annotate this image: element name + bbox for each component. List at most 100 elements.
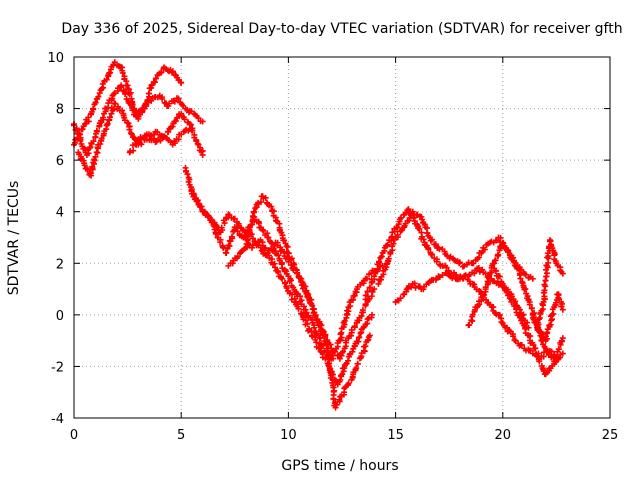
data-point	[90, 138, 97, 145]
data-point	[378, 253, 385, 260]
data-point	[298, 278, 305, 285]
data-point	[541, 287, 548, 294]
data-point	[218, 224, 225, 231]
data-point	[111, 90, 118, 97]
data-point	[530, 313, 537, 320]
chart-title: Day 336 of 2025, Sidereal Day-to-day VTE…	[61, 21, 622, 37]
data-point	[281, 280, 288, 287]
data-point	[499, 239, 506, 246]
data-point	[268, 203, 275, 210]
data-point	[432, 241, 439, 248]
data-point	[231, 215, 238, 222]
data-point	[491, 257, 498, 264]
y-tick-label: -2	[51, 360, 64, 375]
data-point	[492, 268, 499, 275]
data-point	[223, 249, 230, 256]
data-point	[543, 270, 550, 277]
data-point	[199, 151, 206, 158]
data-point	[126, 126, 133, 133]
data-point	[206, 213, 213, 220]
data-point	[305, 293, 312, 300]
data-point	[212, 230, 219, 237]
y-axis-label: SDTVAR / TECUs	[6, 181, 22, 296]
data-point	[94, 128, 101, 135]
data-point	[119, 69, 126, 76]
data-point	[107, 69, 114, 76]
data-point	[555, 346, 562, 353]
data-point	[559, 335, 566, 342]
data-point	[456, 259, 463, 266]
data-point	[333, 401, 340, 408]
data-point	[546, 238, 553, 245]
data-point	[248, 231, 255, 238]
data-point	[217, 239, 224, 246]
data-point	[97, 141, 104, 148]
data-point	[311, 324, 318, 331]
data-point	[517, 275, 524, 282]
data-point	[275, 269, 282, 276]
series-track-m	[491, 265, 566, 378]
data-point	[529, 275, 536, 282]
data-point	[364, 275, 371, 282]
x-tick-label: 10	[280, 428, 297, 443]
data-point	[234, 253, 241, 260]
data-point	[309, 333, 316, 340]
data-point	[394, 224, 401, 231]
data-point	[512, 260, 519, 267]
data-point	[559, 350, 566, 357]
data-point	[288, 296, 295, 303]
series-track-i	[362, 206, 532, 331]
series-track-e	[182, 164, 386, 362]
data-point	[375, 259, 382, 266]
data-point	[364, 337, 371, 344]
series-track-k	[392, 269, 562, 362]
data-point	[394, 231, 401, 238]
data-point	[199, 118, 206, 125]
data-point	[433, 256, 440, 263]
data-point	[558, 338, 565, 345]
data-point	[338, 334, 345, 341]
data-point	[295, 305, 302, 312]
data-point	[158, 69, 165, 76]
y-tick-label: 4	[56, 206, 64, 221]
data-point	[325, 360, 332, 367]
data-point	[118, 83, 125, 90]
data-point	[158, 94, 165, 101]
data-point	[330, 396, 337, 403]
data-point	[272, 264, 279, 271]
data-point	[133, 113, 140, 120]
data-point	[412, 284, 419, 291]
x-tick-label: 5	[177, 428, 185, 443]
data-point	[343, 307, 350, 314]
data-point	[269, 247, 276, 254]
data-point	[257, 244, 264, 251]
data-point	[481, 246, 488, 253]
data-point	[151, 79, 158, 86]
x-tick-label: 20	[495, 428, 512, 443]
data-point	[359, 307, 366, 314]
data-point	[186, 126, 193, 133]
data-point	[249, 218, 256, 225]
data-point	[481, 291, 488, 298]
y-tick-label: 10	[47, 51, 64, 66]
data-point	[279, 275, 286, 282]
data-point	[143, 103, 150, 110]
data-point	[119, 107, 126, 114]
data-point	[187, 121, 194, 128]
data-point	[280, 237, 287, 244]
series-track-n	[534, 237, 566, 331]
data-point	[175, 95, 182, 102]
series-track-h	[246, 229, 373, 411]
data-point	[87, 144, 94, 151]
data-point	[528, 305, 535, 312]
data-point	[407, 212, 414, 219]
data-point	[249, 213, 256, 220]
data-point	[128, 130, 135, 137]
data-point	[439, 272, 446, 279]
data-point	[77, 138, 84, 145]
data-point	[462, 272, 469, 279]
data-point	[349, 348, 356, 355]
data-point	[522, 285, 529, 292]
y-tick-label: 2	[56, 257, 64, 272]
data-point	[169, 68, 176, 75]
